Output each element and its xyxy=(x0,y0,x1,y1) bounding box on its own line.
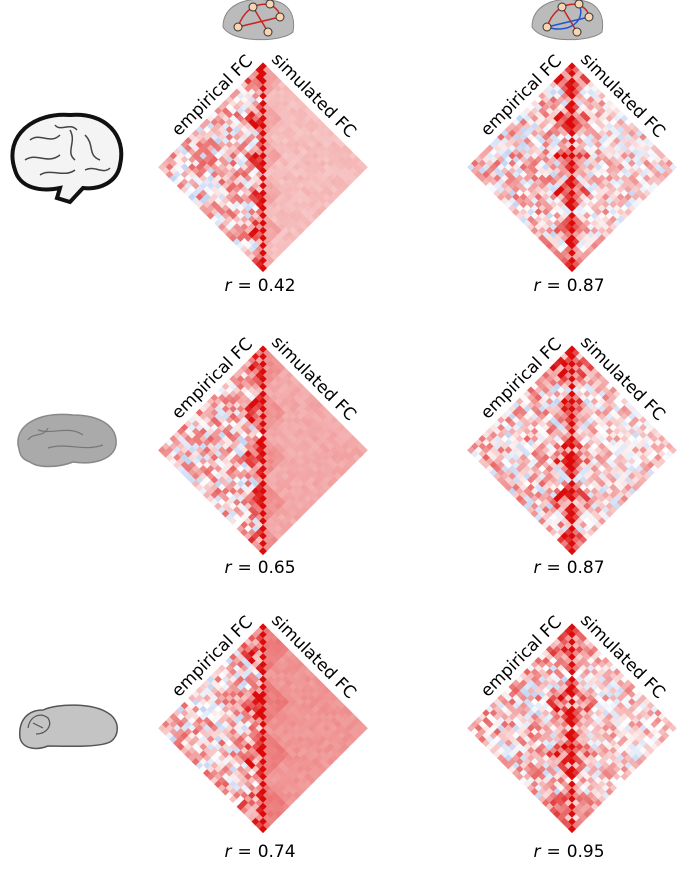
matrix-cell xyxy=(255,649,264,658)
stat-value: 0.87 xyxy=(567,276,605,296)
correlation: r = 0.95 xyxy=(533,842,604,862)
matrix-cell xyxy=(255,656,264,665)
matrix-cell xyxy=(259,517,267,526)
stat-value: 0.42 xyxy=(258,276,296,296)
matrix-cell xyxy=(270,371,279,380)
matrix-cell xyxy=(560,256,569,265)
fc-matrix xyxy=(467,623,677,834)
matrix-cell xyxy=(202,133,211,142)
matrix-cell xyxy=(575,256,584,265)
matrix-cell xyxy=(262,364,271,372)
matrix-cell xyxy=(560,375,569,384)
correlation: r = 0.42 xyxy=(224,276,295,296)
stat-relation: = xyxy=(546,842,560,862)
matrix-cell xyxy=(560,653,569,662)
matrix-cell xyxy=(255,642,264,650)
matrix-cell xyxy=(575,92,584,101)
matrix-cell xyxy=(251,367,260,376)
matrix-cell xyxy=(259,375,267,384)
correlation: r = 0.74 xyxy=(224,842,295,862)
stat-value: 0.95 xyxy=(567,842,605,862)
matrix-cell xyxy=(259,382,267,391)
matrix-cell xyxy=(575,241,584,250)
matrix-cell xyxy=(556,649,565,658)
network-icon xyxy=(222,0,295,41)
fc-matrix xyxy=(158,623,368,834)
correlation: r = 0.65 xyxy=(224,558,295,578)
matrix-cell xyxy=(259,532,267,541)
stat-relation: = xyxy=(546,558,560,578)
stat-relation: = xyxy=(237,276,251,296)
matrix-cell xyxy=(560,645,569,654)
matrix-cell xyxy=(184,442,193,451)
matrix-cell xyxy=(262,521,271,529)
mouse-brain-icon xyxy=(19,704,118,750)
matrix-cell xyxy=(259,653,267,662)
matrix-cell xyxy=(255,371,264,380)
correlation: r = 0.87 xyxy=(533,558,604,578)
network-icon xyxy=(531,0,604,41)
stat-relation: = xyxy=(546,276,560,296)
stat-symbol: r xyxy=(533,558,541,578)
matrix-cell xyxy=(259,825,267,834)
stat-relation: = xyxy=(237,558,251,578)
stat-symbol: r xyxy=(224,276,232,296)
stat-relation: = xyxy=(237,842,251,862)
fc-matrix xyxy=(467,62,677,273)
macaque-brain-icon xyxy=(17,413,117,468)
matrix-cell xyxy=(255,364,264,372)
matrix-cell xyxy=(560,241,569,250)
stat-value: 0.87 xyxy=(567,558,605,578)
matrix-cell xyxy=(568,825,576,834)
stat-symbol: r xyxy=(533,842,541,862)
matrix-cell xyxy=(206,420,215,428)
fc-matrix xyxy=(467,345,677,556)
matrix-cell xyxy=(315,133,324,142)
matrix-cell xyxy=(568,547,576,556)
stat-symbol: r xyxy=(224,558,232,578)
matrix-cell xyxy=(564,649,573,658)
matrix-cell xyxy=(259,77,267,86)
human-brain-icon xyxy=(10,112,124,205)
matrix-cell xyxy=(259,638,267,647)
matrix-cell xyxy=(259,360,267,369)
matrix-cell xyxy=(266,367,275,376)
stat-value: 0.74 xyxy=(258,842,296,862)
matrix-cell xyxy=(259,367,267,376)
stat-symbol: r xyxy=(533,276,541,296)
matrix-cell xyxy=(255,378,264,387)
matrix-cell xyxy=(169,174,178,183)
stat-symbol: r xyxy=(224,842,232,862)
matrix-cell xyxy=(560,367,569,376)
matrix-cell xyxy=(165,170,174,179)
matrix-cell xyxy=(262,378,271,387)
matrix-cell xyxy=(259,547,267,556)
matrix-cell xyxy=(262,371,271,380)
matrix-cell xyxy=(251,375,260,384)
matrix-cell xyxy=(568,77,576,86)
matrix-cell xyxy=(176,442,185,451)
matrix-cell xyxy=(575,84,584,93)
stat-value: 0.65 xyxy=(258,558,296,578)
matrix-cell xyxy=(251,653,260,662)
matrix-cell xyxy=(285,215,294,224)
matrix-cell xyxy=(173,163,181,172)
matrix-cell xyxy=(266,375,275,384)
matrix-cell xyxy=(262,81,271,89)
fc-matrix xyxy=(158,62,368,273)
correlation: r = 0.87 xyxy=(533,276,604,296)
fc-matrix xyxy=(158,345,368,556)
